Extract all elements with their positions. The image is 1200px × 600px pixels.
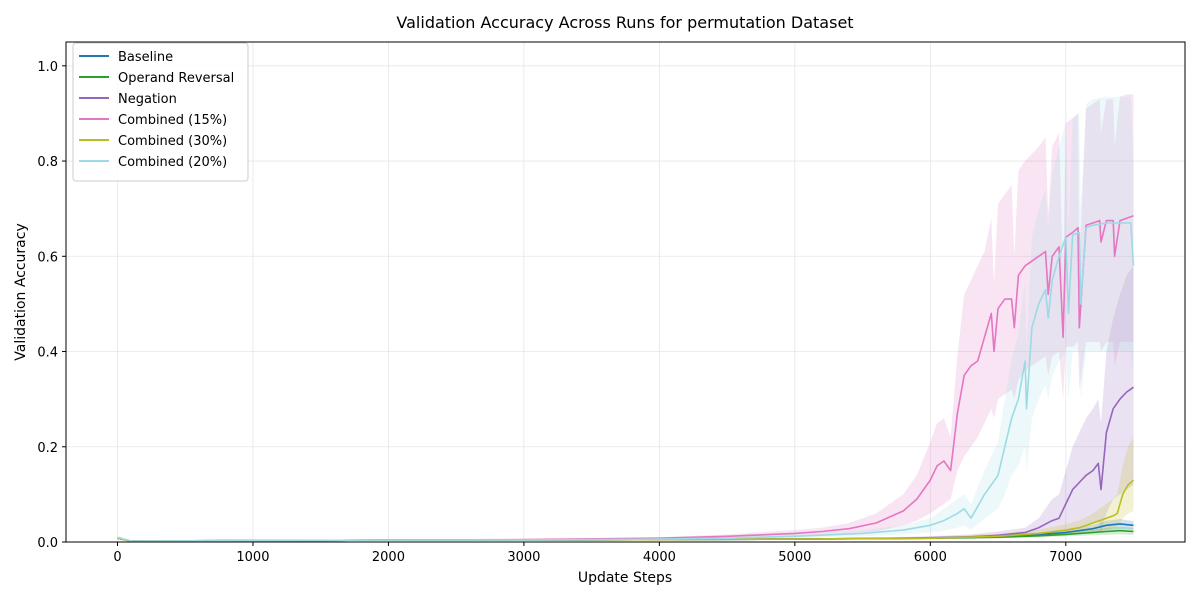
- line-combined-20: [117, 222, 1135, 542]
- legend-label-baseline: Baseline: [118, 50, 173, 65]
- x-axis-label: Update Steps: [578, 570, 672, 586]
- y-tick-label: 1.0: [37, 60, 58, 75]
- x-tick-label: 4000: [643, 550, 676, 565]
- series-lines: [117, 215, 1135, 542]
- legend-label-combined-20: Combined (20%): [118, 155, 227, 170]
- legend-label-combined-30: Combined (30%): [118, 134, 227, 149]
- x-tick-label: 7000: [1049, 550, 1082, 565]
- y-tick-label: 0.4: [37, 346, 58, 361]
- legend-box: [72, 42, 249, 182]
- y-tick-label: 0.8: [37, 155, 58, 170]
- line-combined-15: [117, 215, 1134, 542]
- x-tick-label: 0: [113, 550, 121, 565]
- legend-label-operand-reversal: Operand Reversal: [118, 71, 234, 86]
- y-tick-label: 0.0: [37, 536, 58, 551]
- x-tick-label: 3000: [507, 550, 540, 565]
- x-tick-label: 5000: [778, 550, 811, 565]
- x-tick-label: 2000: [372, 550, 405, 565]
- chart-title: Validation Accuracy Across Runs for perm…: [396, 13, 853, 32]
- x-axis-ticks: 0 1000 2000 3000 4000 5000 6000 7000: [113, 542, 1082, 565]
- y-axis-ticks: 0.0 0.2 0.4 0.6 0.8 1.0: [37, 60, 66, 551]
- x-tick-label: 1000: [236, 550, 269, 565]
- band-combined-30: [117, 437, 1134, 542]
- x-tick-label: 6000: [914, 550, 947, 565]
- y-axis-label: Validation Accuracy: [13, 223, 29, 361]
- y-tick-label: 0.2: [37, 441, 58, 456]
- legend-label-combined-15: Combined (15%): [118, 113, 227, 128]
- legend-label-negation: Negation: [118, 92, 177, 107]
- y-tick-label: 0.6: [37, 250, 58, 265]
- legend: Baseline Operand Reversal Negation Combined…: [72, 42, 249, 182]
- plot-frame: [65, 41, 1186, 543]
